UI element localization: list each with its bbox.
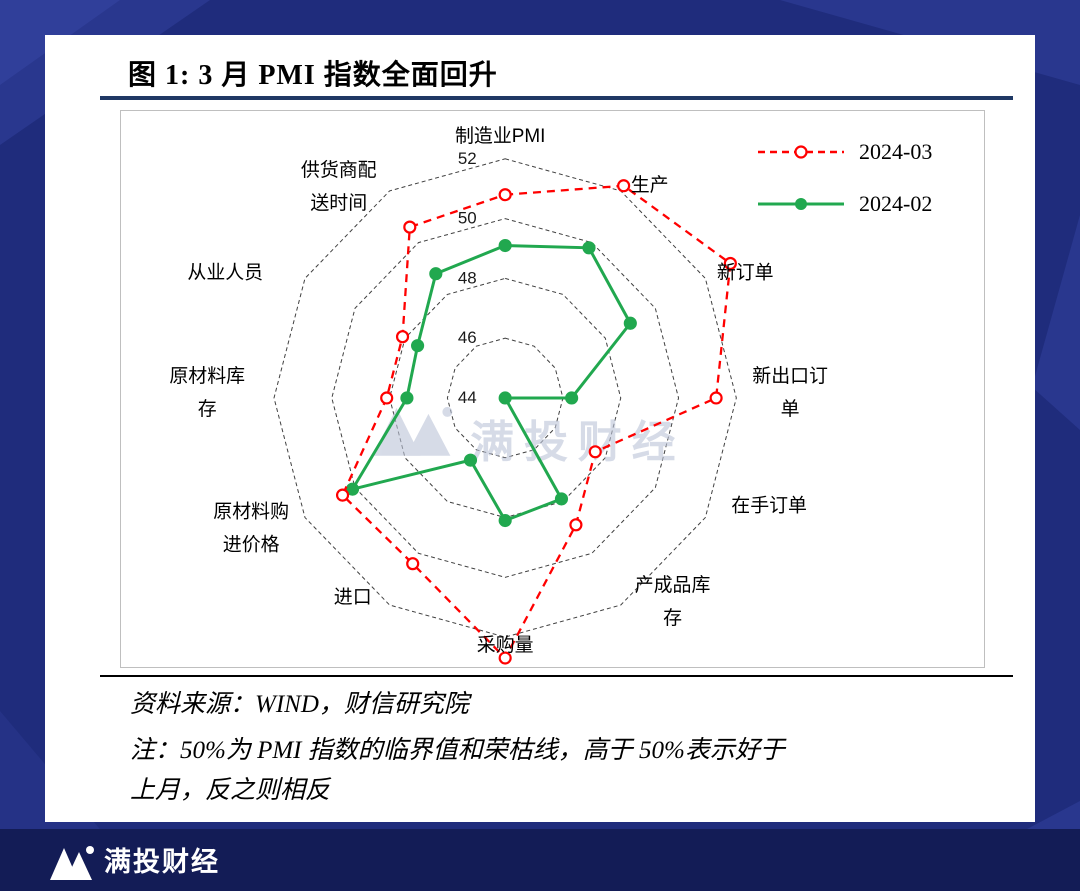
grid-ring [331, 218, 680, 578]
legend-label: 2024-02 [859, 191, 933, 216]
data-point-2024-02 [498, 238, 512, 253]
axis-label-进口: 进口 [334, 586, 372, 608]
axis-label-采购量: 采购量 [477, 634, 534, 656]
axis-label-产成品库存: 产成品库存 [635, 574, 711, 629]
title-underline [100, 96, 1013, 100]
data-point-2024-02 [400, 391, 414, 405]
data-point-2024-03 [588, 445, 602, 459]
data-point-2024-02 [463, 453, 478, 467]
footnote-line-2: 上月，反之则相反 [130, 777, 331, 804]
data-point-2024-03 [498, 188, 512, 202]
footer-band [0, 829, 1080, 891]
data-point-2024-03 [380, 391, 394, 405]
radial-tick-label: 48 [458, 268, 477, 287]
source-note: 资料来源：WIND，财信研究院 [130, 691, 469, 718]
legend-item-2024-02: 2024-02 [757, 191, 932, 217]
radial-tick-label: 46 [458, 328, 477, 347]
legend-label: 2024-03 [859, 139, 933, 164]
data-point-2024-03 [403, 220, 417, 234]
data-point-2024-02 [582, 241, 596, 255]
legend-marker-solid-green [758, 198, 844, 210]
axis-label-新订单: 新订单 [717, 261, 774, 283]
data-point-2024-03 [723, 256, 737, 271]
grid-ring [446, 337, 564, 459]
axis-label-从业人员: 从业人员 [187, 261, 263, 283]
data-point-2024-02 [565, 391, 579, 405]
data-point-2024-02 [554, 492, 569, 506]
background-decoration [1032, 215, 1080, 430]
axis-label-在手订单: 在手订单 [731, 495, 807, 517]
axis-label-生产: 生产 [631, 174, 669, 196]
axis-label-供货商配送时间: 供货商配送时间 [301, 159, 377, 214]
data-point-2024-02 [411, 339, 425, 353]
data-point-2024-03 [617, 179, 631, 193]
report-card: 图 1: 3 月 PMI 指数全面回升 满投财经 44 46 48 50 52 制造业PMI… [45, 35, 1035, 822]
legend-marker-dashed-red [758, 145, 844, 159]
mantou-logo-icon [50, 846, 94, 880]
brand-name: 满投财经 [104, 847, 220, 877]
svg-text:满投财经: 满投财经 [470, 418, 685, 467]
legend-item-2024-03: 2024-03 [757, 139, 932, 165]
data-point-2024-03 [395, 330, 410, 344]
chart-legend: 2024-03 2024-02 [757, 139, 932, 217]
data-point-2024-02 [498, 391, 512, 405]
chart-bottom-rule [100, 675, 1013, 677]
radar-chart-canvas: 满投财经 44 46 48 50 52 制造业PMI 生产新订单新出口订单在手订单产成品库存采… [169, 125, 828, 665]
figure-title: 图 1: 3 月 PMI 指数全面回升 [128, 60, 498, 91]
data-point-2024-03 [709, 391, 723, 405]
axis-label-新出口订单: 新出口订单 [752, 365, 828, 420]
chart-notes: 资料来源：WIND，财信研究院 注：50%为 PMI 指数的临界值和荣枯线，高于… [130, 685, 785, 811]
footer-brand-block: 满投财经 [48, 840, 220, 882]
watermark: 满投财经 [372, 406, 685, 467]
axis-label-原材料购进价格: 原材料购进价格 [213, 501, 289, 556]
radial-tick-label: 50 [458, 209, 477, 228]
data-point-2024-03 [406, 557, 420, 571]
radial-tick-label: 52 [458, 149, 477, 168]
data-point-2024-03 [498, 651, 512, 665]
data-point-2024-03 [569, 518, 583, 532]
data-point-2024-02 [623, 316, 637, 330]
radar-chart: 满投财经 44 46 48 50 52 制造业PMI 生产新订单新出口订单在手订单产成品库存采… [120, 110, 985, 668]
footnote-line-1: 注：50%为 PMI 指数的临界值和荣枯线，高于 50%表示好于 [130, 737, 785, 764]
radial-tick-label: 44 [458, 388, 477, 407]
axis-label-制造业PMI: 制造业PMI [455, 125, 545, 147]
data-point-2024-03 [335, 488, 350, 502]
data-point-2024-02 [498, 513, 512, 528]
data-point-2024-02 [429, 267, 443, 281]
axis-label-原材料库存: 原材料库存 [169, 365, 245, 420]
data-point-2024-02 [345, 482, 360, 496]
